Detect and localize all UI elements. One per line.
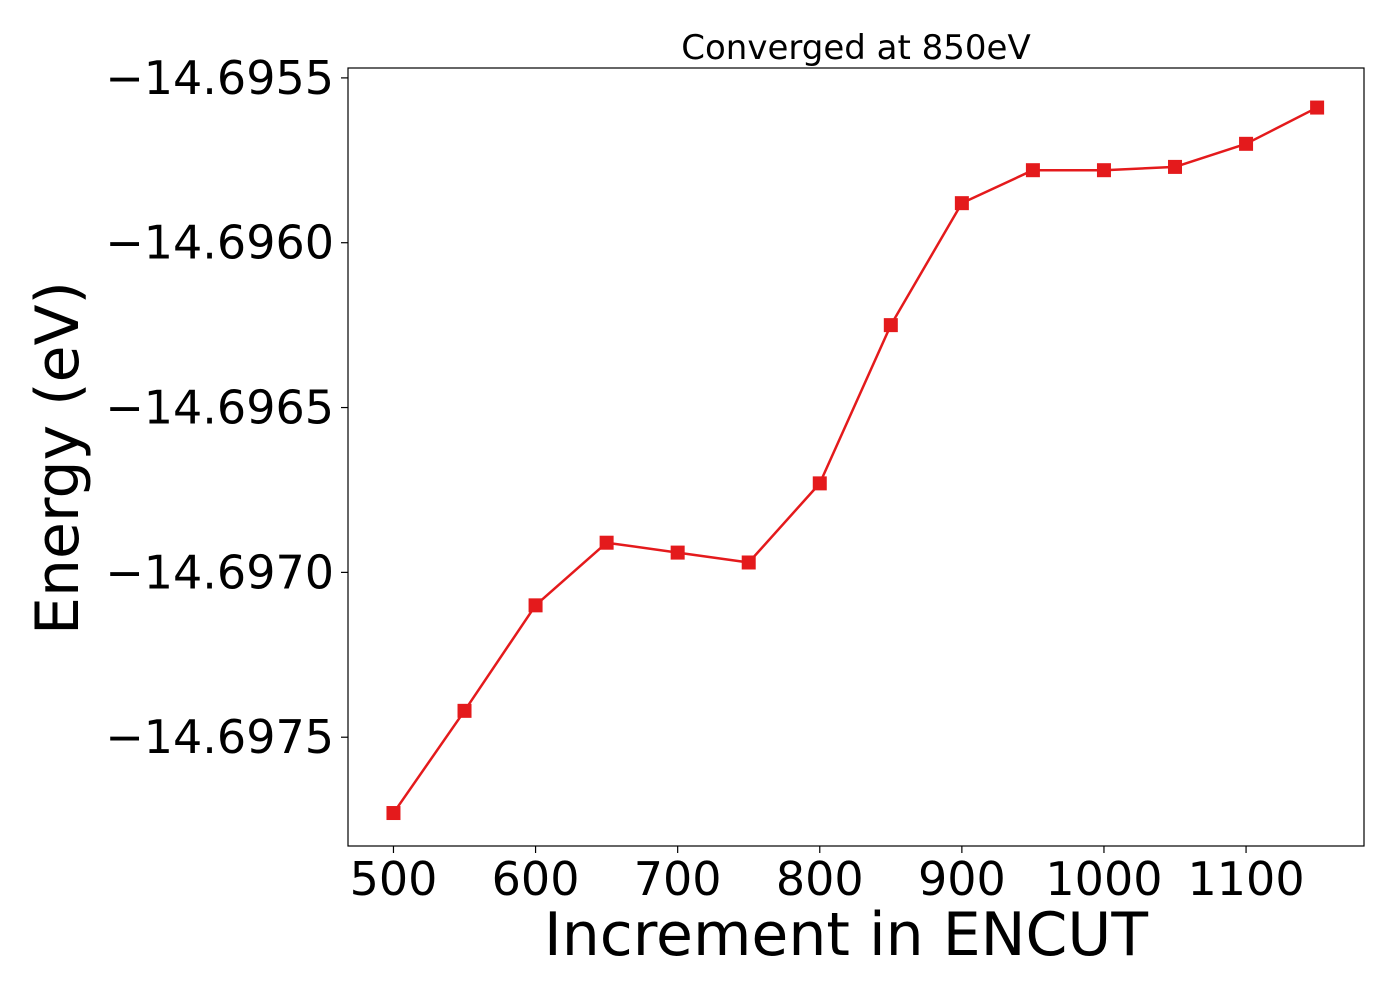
x-axis-ticks: 500 600 700 800 900 1000 1100 (350, 846, 1305, 906)
y-tick-label: −14.6975 (105, 710, 334, 764)
data-point-marker (1025, 163, 1040, 178)
data-point-marker (1168, 159, 1183, 174)
x-axis-label: Increment in ENCUT (544, 900, 1148, 970)
x-tick-label: 1000 (1045, 852, 1162, 906)
y-tick-label: −14.6960 (105, 216, 334, 270)
data-point-marker (954, 196, 969, 211)
y-tick-label: −14.6970 (105, 545, 334, 599)
y-tick-label: −14.6955 (105, 51, 334, 105)
data-point-marker (1239, 136, 1254, 151)
x-tick-label: 600 (492, 852, 580, 906)
plot-area-frame (347, 67, 1365, 847)
data-point-marker (1310, 100, 1325, 115)
data-point-marker (599, 535, 614, 550)
x-tick-label: 1100 (1188, 852, 1305, 906)
data-point-marker (883, 318, 898, 333)
data-point-marker (457, 703, 472, 718)
data-point-marker (528, 598, 543, 613)
x-tick-label: 500 (350, 852, 438, 906)
chart-title: Converged at 850eV (681, 28, 1030, 68)
y-tick-label: −14.6965 (105, 381, 334, 435)
x-tick-label: 700 (634, 852, 722, 906)
x-tick-label: 900 (918, 852, 1006, 906)
y-axis-label: Energy (eV) (23, 281, 93, 635)
y-axis-ticks: −14.6975 −14.6970 −14.6965 −14.6960 −14.6955 (105, 51, 348, 764)
data-point-marker (812, 476, 827, 491)
data-point-marker (741, 555, 756, 570)
x-tick-label: 800 (776, 852, 864, 906)
data-point-marker (386, 806, 401, 821)
data-point-marker (1096, 163, 1111, 178)
data-point-marker (670, 545, 685, 560)
series-line (392, 106, 1318, 814)
series-layer (386, 100, 1325, 821)
